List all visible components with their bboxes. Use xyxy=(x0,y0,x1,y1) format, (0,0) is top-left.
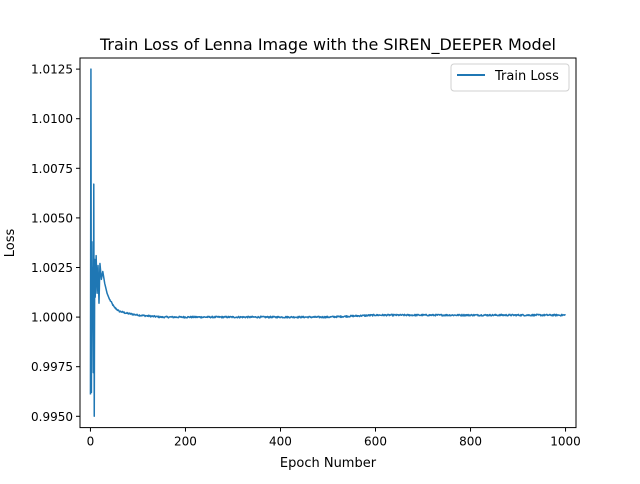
x-axis-label: Epoch Number xyxy=(280,456,377,471)
legend-label-train-loss: Train Loss xyxy=(494,69,559,84)
x-tick-label: 1000 xyxy=(550,435,581,449)
x-tick-label: 200 xyxy=(174,435,197,449)
x-tick-label: 400 xyxy=(269,435,292,449)
y-axis: 0.9950 0.9975 1.0000 1.0025 1.0050 1.0075 1.01… xyxy=(31,63,80,424)
y-tick-label: 1.0125 xyxy=(31,63,73,77)
y-tick-label: 1.0100 xyxy=(31,112,73,126)
y-tick-label: 0.9950 xyxy=(31,410,73,424)
axes-frame xyxy=(79,57,577,429)
y-tick-label: 1.0025 xyxy=(31,261,73,275)
x-tick-label: 800 xyxy=(459,435,482,449)
legend-box xyxy=(450,63,570,92)
y-tick-label: 1.0075 xyxy=(31,162,73,176)
chart-title: Train Loss of Lenna Image with the SIREN… xyxy=(99,35,556,55)
legend: Train Loss xyxy=(450,63,570,92)
x-axis: 0 200 400 600 800 1000 xyxy=(87,427,581,449)
y-tick-label: 1.0050 xyxy=(31,211,73,225)
plot-area xyxy=(79,57,577,429)
axes-background xyxy=(80,58,576,428)
y-tick-label: 1.0000 xyxy=(31,311,73,325)
x-tick-label: 0 xyxy=(87,435,95,449)
y-tick-label: 0.9975 xyxy=(31,360,73,374)
y-axis-label: Loss xyxy=(3,229,18,258)
series-line-train-loss xyxy=(89,68,566,418)
x-tick-label: 600 xyxy=(364,435,387,449)
series-layer xyxy=(89,68,566,418)
